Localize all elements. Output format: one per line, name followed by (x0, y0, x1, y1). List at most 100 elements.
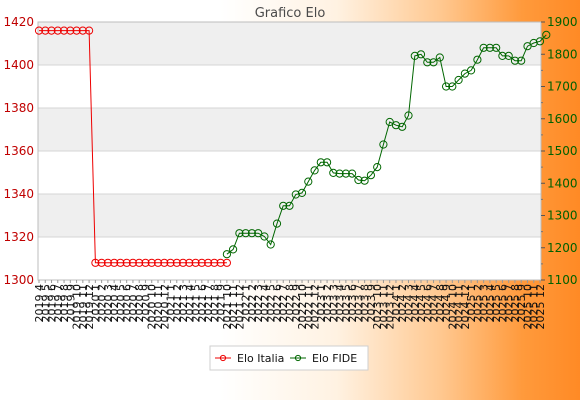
x-tick-label: 2020 4 (108, 284, 121, 323)
data-point (229, 245, 238, 254)
x-tick-label: 2023 9 (365, 284, 378, 323)
x-tick-label: 2021 1 (165, 284, 178, 323)
data-point (197, 258, 206, 267)
data-point (323, 158, 332, 167)
x-tick-label: 2025 10 (521, 284, 534, 330)
x-tick-label: 2024 10 (446, 284, 459, 330)
x-tick-label: 2020 9 (139, 284, 152, 323)
legend-label: Elo Italia (237, 352, 284, 365)
x-tick-label: 2022 1 (240, 284, 253, 323)
data-point (435, 53, 444, 62)
data-point (473, 55, 482, 64)
data-point (160, 258, 169, 267)
data-point (460, 69, 469, 78)
x-tick-label: 2020 1 (89, 284, 102, 323)
x-tick-label: 2023 4 (334, 284, 347, 323)
x-tick-label: 2023 10 (371, 284, 384, 330)
legend-label: Elo FIDE (312, 352, 357, 365)
x-tick-label: 2019 8 (58, 284, 71, 323)
x-tick-label: 2023 1 (315, 284, 328, 323)
plot-band (38, 22, 541, 65)
data-point (172, 258, 181, 267)
data-point (341, 169, 350, 178)
data-point (279, 201, 288, 210)
data-point (410, 51, 419, 61)
right-tick-label: 1300 (547, 209, 578, 223)
data-point (416, 50, 426, 59)
x-tick-label: 2022 2 (246, 284, 259, 323)
left-tick-label: 1400 (3, 58, 34, 72)
data-point (523, 42, 532, 51)
data-point (297, 188, 307, 197)
x-tick-label: 2022 12 (309, 284, 322, 330)
x-tick-label: 2023 2 (321, 284, 334, 323)
data-point (498, 51, 507, 61)
x-tick-label: 2019 6 (46, 284, 59, 323)
x-tick-label: 2022 3 (252, 284, 265, 323)
data-point (178, 258, 188, 267)
plot-band (38, 237, 541, 280)
data-point (266, 240, 275, 249)
data-point (103, 258, 113, 267)
right-tick-label: 1800 (547, 47, 578, 61)
data-point (304, 177, 313, 186)
legend: Elo Italia Elo FIDE (209, 345, 369, 371)
data-point (34, 26, 44, 35)
data-point (91, 258, 100, 267)
data-point (429, 58, 438, 67)
data-point (391, 121, 401, 130)
right-tick-label: 1500 (547, 144, 578, 158)
right-tick-label: 1900 (547, 15, 578, 29)
data-point (360, 176, 369, 185)
data-point (59, 26, 69, 35)
legend-swatch-marker (219, 354, 227, 362)
data-point (442, 82, 451, 91)
data-point (542, 30, 551, 40)
data-point (122, 258, 131, 267)
x-tick-label: 2024 7 (428, 284, 441, 323)
x-tick-label: 2022 10 (296, 284, 309, 330)
data-point (53, 26, 62, 35)
data-point (348, 169, 357, 178)
data-point (373, 163, 382, 172)
data-point (517, 56, 526, 65)
x-tick-label: 2024 4 (409, 284, 422, 323)
x-tick-label: 2025 5 (490, 284, 503, 323)
data-point (222, 258, 231, 267)
data-point (310, 166, 319, 175)
x-tick-label: 2019 7 (52, 284, 65, 323)
x-tick-label: 2025 7 (503, 284, 516, 323)
plot-band (38, 65, 541, 108)
data-point (116, 258, 125, 267)
data-point (185, 258, 194, 267)
x-tick-label: 2022 6 (271, 284, 284, 323)
x-tick-label: 2021 4 (183, 284, 196, 323)
data-point (335, 169, 344, 178)
data-point (316, 158, 325, 167)
x-tick-label: 2023 5 (340, 284, 353, 323)
data-point (535, 37, 545, 46)
data-point (85, 26, 94, 35)
data-point (216, 258, 225, 267)
x-tick-label: 2021 6 (196, 284, 209, 323)
data-point (467, 66, 476, 75)
x-tick-label: 2020 8 (133, 284, 146, 323)
data-point (254, 229, 263, 238)
plot-band (38, 151, 541, 194)
x-tick-label: 2022 8 (284, 284, 297, 323)
data-point (454, 75, 463, 85)
x-tick-label: 2024 8 (434, 284, 447, 323)
data-point (166, 258, 175, 267)
data-point (285, 201, 294, 210)
left-tick-label: 1420 (3, 15, 34, 29)
data-point (110, 258, 119, 267)
x-tick-label: 2025 9 (515, 284, 528, 323)
series-line-elo-italia (39, 30, 227, 264)
x-tick-label: 2022 5 (265, 284, 278, 323)
data-point (291, 190, 300, 199)
left-tick-label: 1320 (3, 230, 34, 244)
x-tick-label: 2022 7 (277, 284, 290, 323)
x-tick-label: 2023 3 (327, 284, 340, 323)
x-tick-label: 2023 8 (359, 284, 372, 323)
